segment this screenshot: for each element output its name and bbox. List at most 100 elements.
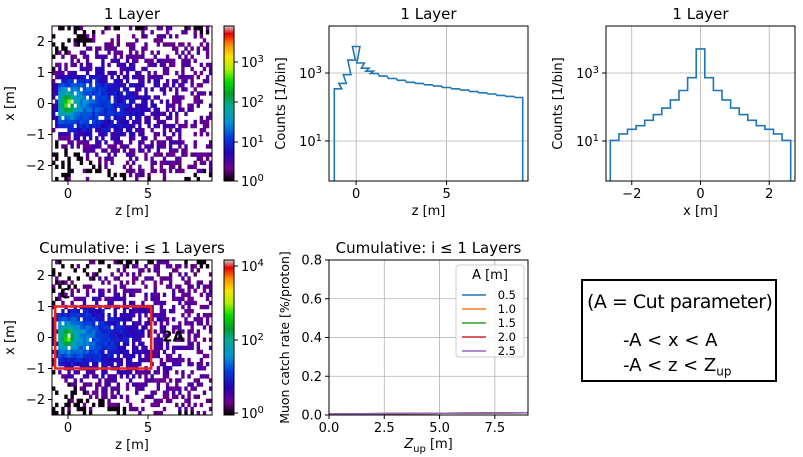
layer1-z-hist-title: 1 Layer [400,5,457,23]
cumulative-heatmap-bin [187,329,191,334]
cumulative-heatmap-bin [88,341,93,346]
cumulative-heatmap-bin [76,333,80,338]
layer1-heatmap-bin [67,79,71,84]
cumulative-heatmap-bin [205,353,210,359]
cumulative-heatmap-bin [70,374,74,379]
layer1-heatmap-bin [175,160,179,165]
layer1-heatmap-bin [141,103,145,108]
layer1-heatmap-bin [67,119,71,125]
layer1-heatmap-bin [184,62,188,68]
layer1-heatmap-bin [122,95,127,100]
layer1-heatmap-bin [178,140,182,145]
cumulative-heatmap-bin [73,325,77,330]
layer1-heatmap-bin [79,132,84,137]
cumulative-heatmap-bin [67,284,71,289]
layer1-heatmap-bin [101,127,105,133]
layer1-heatmap-bin [116,91,120,96]
cumulative-heatmap-bin [144,264,148,269]
cumulative-heatmap-bin [132,325,136,330]
layer1-heatmap-bin [205,26,210,31]
cumulative-heatmap-bin [138,361,142,367]
layer1-heatmap-bin [199,127,204,133]
cumulative-heatmap-bin [199,349,204,355]
cut-parameter-callout: (A = Cut parameter) -A < x < A -A < z < … [581,279,777,382]
cumulative-heatmap-bin [165,386,170,391]
layer1-heatmap-bin [98,99,102,104]
layer1-heatmap-bin [175,127,179,133]
cumulative-heatmap-bin [116,268,120,273]
cumulative-heatmap-bin [125,313,130,318]
cumulative-heatmap-bin [132,300,136,306]
cumulative-heatmap-bin [132,308,136,314]
cumulative-heatmap-bin [107,280,111,285]
cumulative-heatmap-bin [181,296,185,302]
cumulative-heatmap-bin [70,394,74,399]
layer1-heatmap-bin [104,83,108,88]
layer1-heatmap-colorbar-tick-label: 101 [241,134,264,151]
layer1-heatmap-bin [202,119,207,125]
layer1-heatmap-bin [159,62,164,68]
layer1-heatmap-bin [138,95,142,100]
layer1-heatmap-bin [150,160,154,165]
layer1-heatmap-bin [122,66,127,72]
layer1-heatmap-bin [196,83,200,88]
layer1-heatmap-bin [98,83,102,88]
layer1-heatmap-bin [159,168,164,174]
layer1-x-hist-xtick-label: 2 [765,187,773,202]
cumulative-heatmap-bin [122,308,127,314]
cumulative-heatmap-bin [85,284,90,289]
cumulative-heatmap-bin [153,337,157,342]
cumulative-heatmap-bin [168,284,173,289]
cumulative-heatmap-bin [205,292,210,298]
layer1-heatmap-bin [95,127,99,133]
cumulative-heatmap-bin [107,325,111,330]
layer1-heatmap-bin [70,144,74,149]
cumulative-heatmap-bin [153,341,157,346]
layer1-heatmap-bin [135,70,139,76]
cumulative-heatmap-bin [79,361,84,367]
layer1-heatmap-bin [196,26,200,31]
cumulative-heatmap-bin [52,268,56,273]
cumulative-heatmap-bin [82,382,87,387]
layer1-heatmap-bin [125,95,130,100]
cumulative-heatmap-bin [61,308,65,314]
cumulative-heatmap-bin [205,313,210,318]
layer1-heatmap-bin [135,107,139,112]
cumulative-heatmap-bin [92,260,96,265]
cumulative-heatmap-bin [138,410,142,416]
cumulative-heatmap-bin [125,382,130,387]
cumulative-heatmap-bin [202,284,207,289]
cumulative-heatmap-bin [162,317,167,322]
layer1-heatmap-bin [181,74,185,80]
layer1-heatmap-bin [132,132,136,137]
layer1-heatmap-bin [156,148,160,153]
cumulative-heatmap-bin [168,366,173,371]
layer1-heatmap-bin [73,115,77,121]
layer1-heatmap-bin [92,111,96,117]
cumulative-heatmap-bin [61,329,65,334]
layer1-heatmap-bin [181,83,185,88]
layer1-heatmap-bin [150,144,154,149]
layer1-heatmap-bin [132,99,136,104]
cumulative-heatmap-bin [92,333,96,338]
cumulative-heatmap-bin [178,321,182,326]
layer1-heatmap-bin [175,156,179,161]
layer1-heatmap-bin [113,70,117,76]
layer1-heatmap-bin [88,83,93,88]
layer1-heatmap-bin [110,38,114,43]
cumulative-heatmap-bin [82,296,87,302]
layer1-heatmap-bin [199,119,204,125]
layer1-heatmap-bin [132,34,136,39]
cumulative-heatmap-bin [190,284,194,289]
layer1-heatmap-bin [184,87,188,92]
cumulative-heatmap-bin [175,402,179,408]
layer1-heatmap-bin [125,87,130,92]
cumulative-heatmap-bin [162,361,167,367]
layer1-heatmap-xtick-label: 0 [64,187,72,202]
cumulative-heatmap-bin [82,374,87,379]
cumulative-heatmap-bin [175,386,179,391]
layer1-heatmap-bin [79,38,84,43]
cumulative-heatmap-bin [172,304,176,310]
cumulative-heatmap-bin [138,317,142,322]
layer1-heatmap-bin [95,66,99,72]
